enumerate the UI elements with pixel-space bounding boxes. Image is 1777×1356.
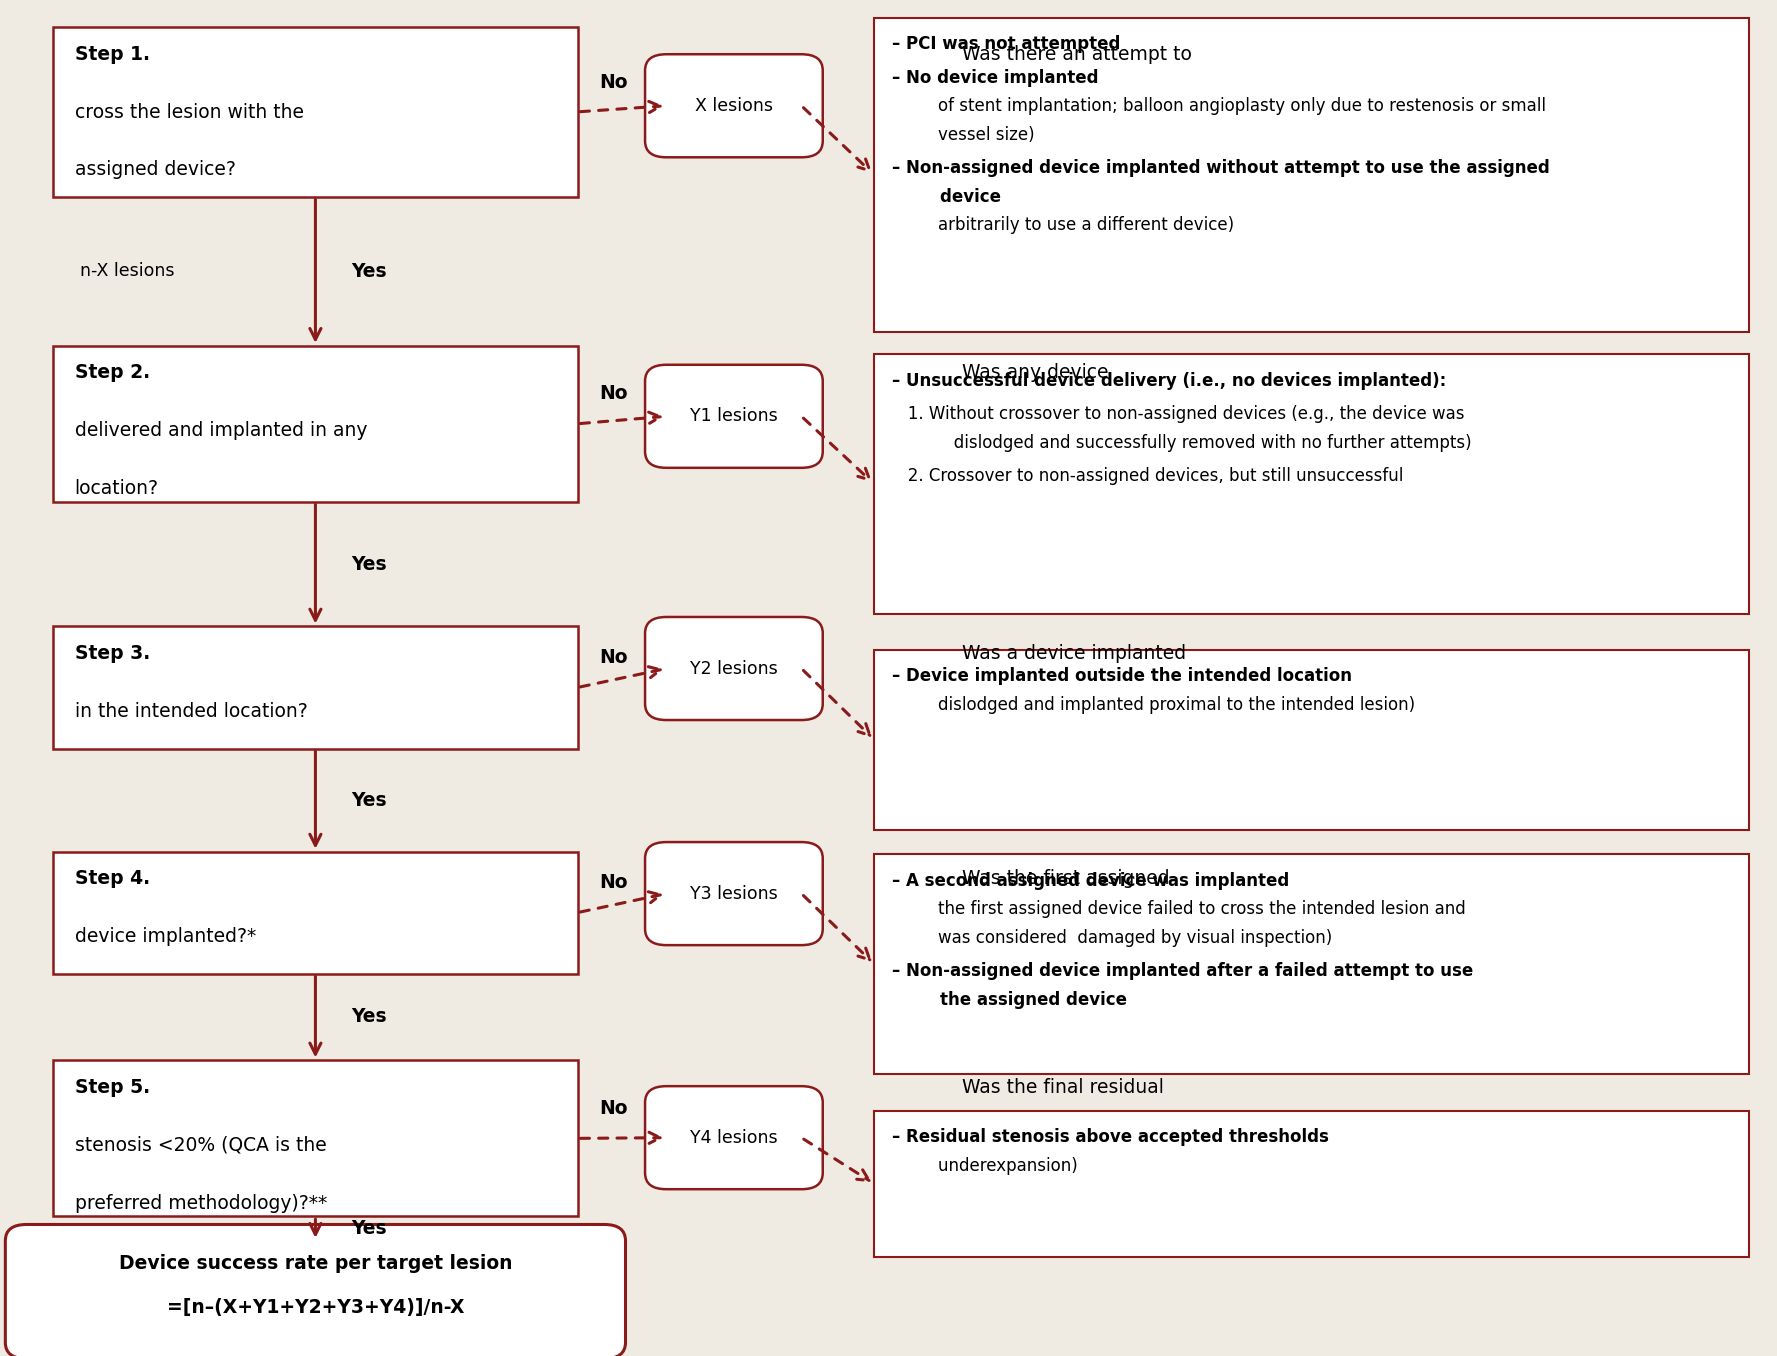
Text: Device success rate per target lesion: Device success rate per target lesion bbox=[119, 1253, 512, 1273]
Text: X lesions: X lesions bbox=[695, 96, 773, 115]
Text: Step 4.: Step 4. bbox=[75, 869, 149, 888]
Text: dislodged and successfully removed with no further attempts): dislodged and successfully removed with … bbox=[917, 434, 1471, 452]
FancyBboxPatch shape bbox=[874, 1111, 1749, 1257]
FancyBboxPatch shape bbox=[874, 650, 1749, 830]
Text: – PCI was not attempted: – PCI was not attempted bbox=[892, 35, 1121, 53]
Text: in the intended location?: in the intended location? bbox=[75, 702, 307, 721]
Text: Step 3.: Step 3. bbox=[75, 644, 149, 663]
Text: Was any device: Was any device bbox=[956, 363, 1109, 382]
Text: Step 2.: Step 2. bbox=[75, 363, 149, 382]
FancyBboxPatch shape bbox=[53, 27, 578, 197]
Text: – Unsuccessful device delivery (i.e., no devices implanted):: – Unsuccessful device delivery (i.e., no… bbox=[892, 372, 1446, 389]
Text: No: No bbox=[599, 648, 627, 667]
Text: Was the first assigned: Was the first assigned bbox=[956, 869, 1169, 888]
FancyBboxPatch shape bbox=[874, 354, 1749, 614]
Text: – A second assigned device was implanted: – A second assigned device was implanted bbox=[892, 872, 1290, 890]
Text: =[n–(X+Y1+Y2+Y3+Y4)]/n-X: =[n–(X+Y1+Y2+Y3+Y4)]/n-X bbox=[167, 1298, 464, 1318]
Text: the assigned device: the assigned device bbox=[917, 991, 1127, 1009]
Text: the first assigned device failed to cross the intended lesion and: the first assigned device failed to cros… bbox=[917, 900, 1466, 918]
Text: of stent implantation; balloon angioplasty only due to restenosis or small: of stent implantation; balloon angioplas… bbox=[917, 98, 1546, 115]
Text: preferred methodology)?**: preferred methodology)?** bbox=[75, 1193, 327, 1212]
Text: Yes: Yes bbox=[352, 1219, 387, 1238]
Text: – Non-assigned device implanted without attempt to use the assigned: – Non-assigned device implanted without … bbox=[892, 160, 1550, 178]
Text: No: No bbox=[599, 1098, 627, 1119]
Text: – Non-assigned device implanted after a failed attempt to use: – Non-assigned device implanted after a … bbox=[892, 963, 1473, 980]
FancyBboxPatch shape bbox=[5, 1224, 626, 1356]
Text: underexpansion): underexpansion) bbox=[917, 1157, 1077, 1174]
Text: delivered and implanted in any: delivered and implanted in any bbox=[75, 422, 368, 441]
Text: dislodged and implanted proximal to the intended lesion): dislodged and implanted proximal to the … bbox=[917, 696, 1414, 713]
Text: Yes: Yes bbox=[352, 555, 387, 574]
Text: – No device implanted: – No device implanted bbox=[892, 69, 1098, 87]
Text: 2. Crossover to non-assigned devices, but still unsuccessful: 2. Crossover to non-assigned devices, bu… bbox=[892, 468, 1404, 485]
FancyBboxPatch shape bbox=[874, 854, 1749, 1074]
FancyBboxPatch shape bbox=[645, 617, 823, 720]
Text: Step 1.: Step 1. bbox=[75, 45, 149, 64]
FancyBboxPatch shape bbox=[645, 842, 823, 945]
FancyBboxPatch shape bbox=[645, 365, 823, 468]
Text: location?: location? bbox=[75, 479, 158, 498]
Text: Y1 lesions: Y1 lesions bbox=[689, 407, 778, 426]
Text: Y2 lesions: Y2 lesions bbox=[689, 659, 778, 678]
Text: Was a device implanted: Was a device implanted bbox=[956, 644, 1187, 663]
Text: Step 5.: Step 5. bbox=[75, 1078, 149, 1097]
Text: Yes: Yes bbox=[352, 1008, 387, 1026]
Text: was considered  damaged by visual inspection): was considered damaged by visual inspect… bbox=[917, 929, 1333, 946]
Text: – Device implanted outside the intended location: – Device implanted outside the intended … bbox=[892, 667, 1352, 685]
FancyBboxPatch shape bbox=[53, 626, 578, 749]
FancyBboxPatch shape bbox=[874, 18, 1749, 332]
Text: Y4 lesions: Y4 lesions bbox=[689, 1128, 778, 1147]
Text: device: device bbox=[917, 188, 1000, 206]
Text: arbitrarily to use a different device): arbitrarily to use a different device) bbox=[917, 217, 1233, 235]
Text: vessel size): vessel size) bbox=[917, 126, 1034, 144]
Text: Was the final residual: Was the final residual bbox=[956, 1078, 1164, 1097]
FancyBboxPatch shape bbox=[645, 1086, 823, 1189]
Text: stenosis <20% (QCA is the: stenosis <20% (QCA is the bbox=[75, 1136, 327, 1155]
FancyBboxPatch shape bbox=[645, 54, 823, 157]
Text: 1. Without crossover to non-assigned devices (e.g., the device was: 1. Without crossover to non-assigned dev… bbox=[892, 405, 1464, 423]
Text: Was there an attempt to: Was there an attempt to bbox=[956, 45, 1192, 64]
FancyBboxPatch shape bbox=[53, 852, 578, 974]
Text: No: No bbox=[599, 384, 627, 404]
Text: Yes: Yes bbox=[352, 262, 387, 281]
Text: Yes: Yes bbox=[352, 791, 387, 810]
Text: No: No bbox=[599, 72, 627, 92]
Text: n-X lesions: n-X lesions bbox=[80, 262, 174, 281]
Text: Y3 lesions: Y3 lesions bbox=[689, 884, 778, 903]
Text: assigned device?: assigned device? bbox=[75, 160, 236, 179]
FancyBboxPatch shape bbox=[53, 346, 578, 502]
Text: device implanted?*: device implanted?* bbox=[75, 928, 256, 946]
Text: No: No bbox=[599, 873, 627, 892]
FancyBboxPatch shape bbox=[53, 1060, 578, 1216]
Text: cross the lesion with the: cross the lesion with the bbox=[75, 103, 304, 122]
Text: – Residual stenosis above accepted thresholds: – Residual stenosis above accepted thres… bbox=[892, 1128, 1329, 1146]
